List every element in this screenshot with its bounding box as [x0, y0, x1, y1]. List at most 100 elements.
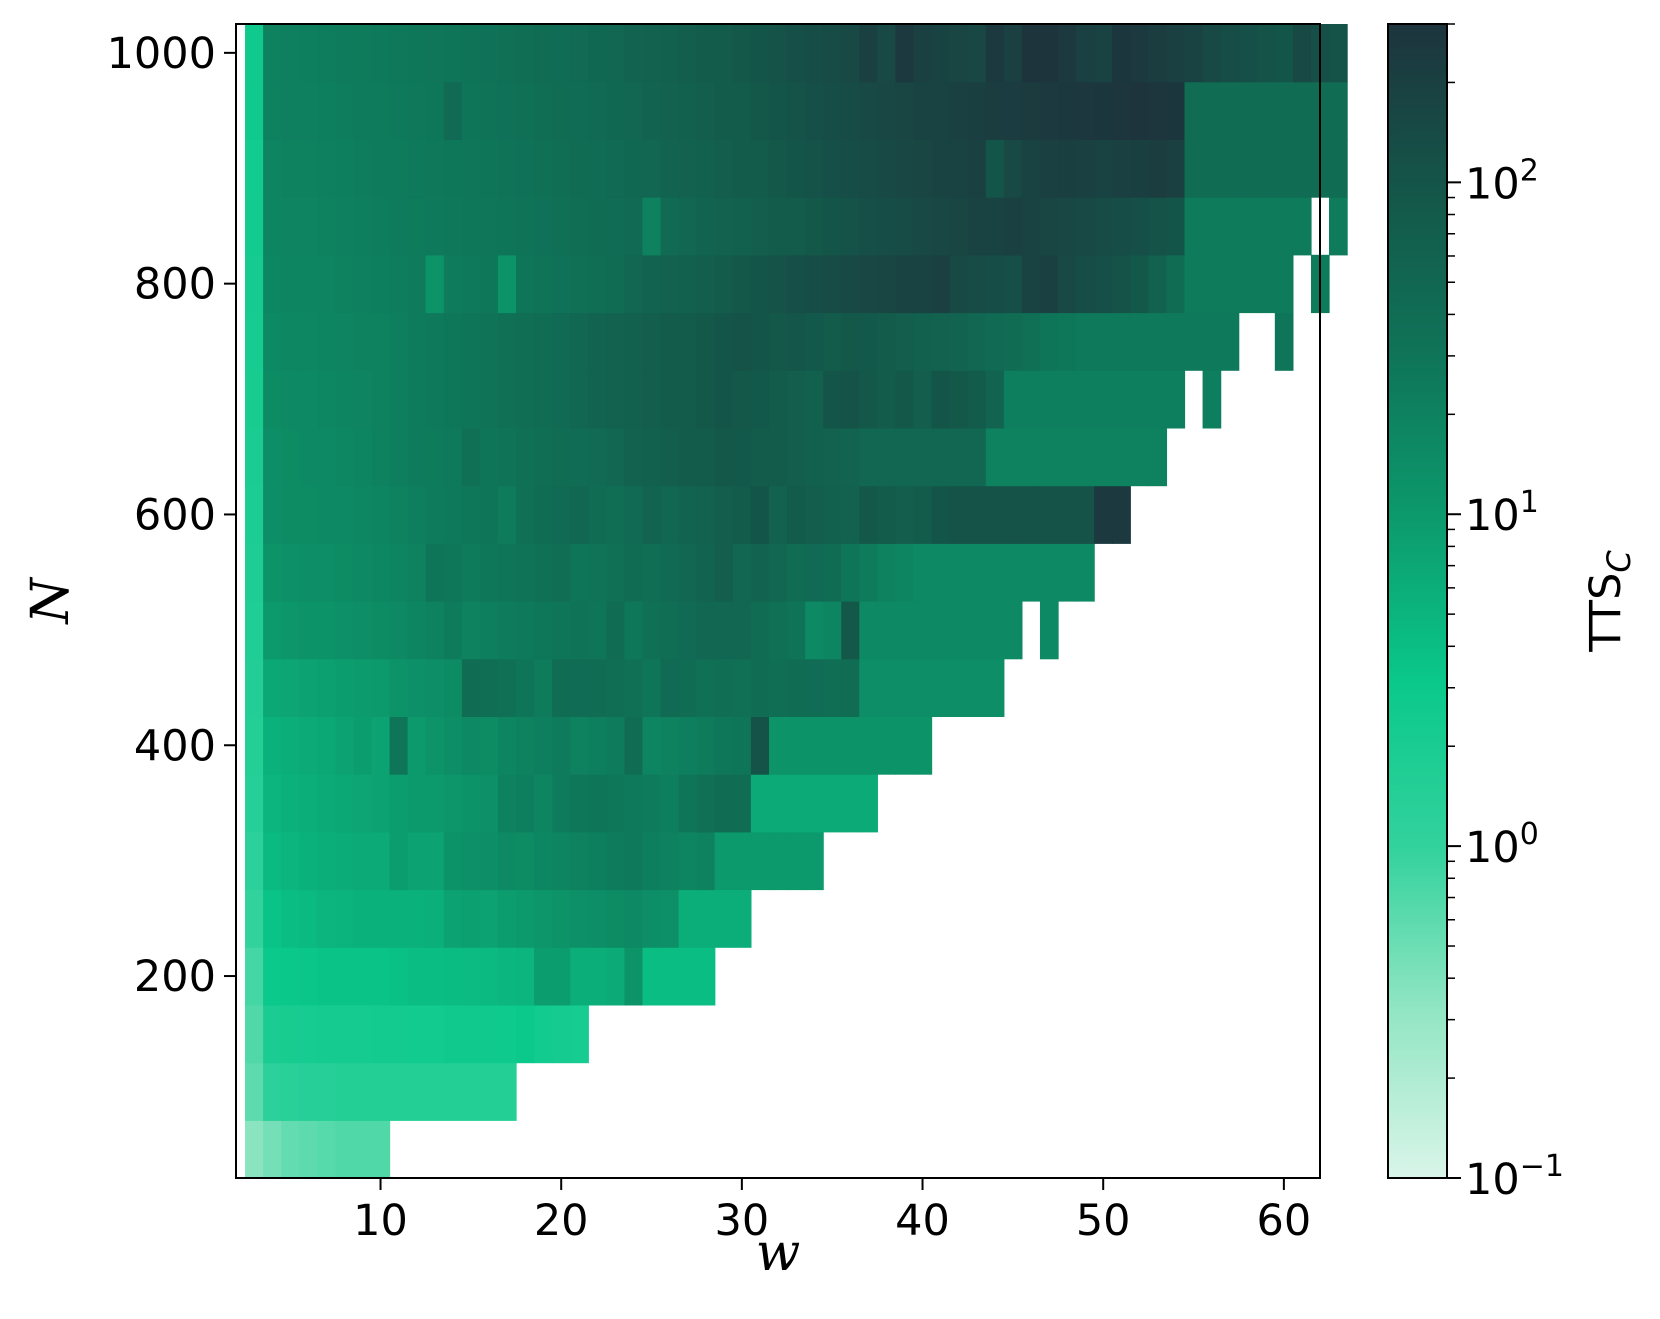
- heatmap-cell: [660, 312, 680, 371]
- heatmap-cell: [931, 139, 951, 198]
- heatmap-cell: [479, 658, 499, 717]
- heatmap-cell: [1003, 601, 1023, 660]
- heatmap-cell: [967, 197, 987, 256]
- heatmap-cell: [353, 658, 373, 717]
- heatmap-cell: [606, 831, 626, 891]
- heatmap-cell: [606, 601, 626, 660]
- heatmap-cell: [317, 1004, 336, 1064]
- heatmap-cell: [1130, 197, 1149, 256]
- heatmap-cell: [479, 947, 499, 1006]
- heatmap-cell: [913, 24, 933, 83]
- heatmap-cell: [931, 370, 951, 429]
- heatmap-cell: [497, 543, 517, 602]
- heatmap-cell: [534, 312, 553, 371]
- heatmap-cell: [1058, 254, 1077, 314]
- heatmap-cell: [1076, 81, 1095, 140]
- heatmap-cell: [913, 312, 933, 371]
- heatmap-cell: [931, 658, 951, 717]
- heatmap-cell: [859, 485, 878, 544]
- heatmap-cell: [461, 427, 481, 487]
- y-tick-label: 1000: [107, 29, 216, 79]
- heatmap-cell: [768, 716, 788, 775]
- heatmap-cell: [841, 312, 860, 371]
- colorbar-tick-label: 101: [1465, 485, 1539, 541]
- heatmap-cell: [299, 716, 318, 775]
- heatmap-cell: [497, 1062, 517, 1121]
- colorbar-label-sub: C: [1600, 550, 1638, 573]
- heatmap-cell: [1003, 139, 1023, 198]
- heatmap-cell: [425, 947, 445, 1006]
- heatmap-cell: [1166, 139, 1186, 198]
- heatmap-cell: [353, 139, 373, 198]
- heatmap-cell: [1148, 24, 1168, 83]
- heatmap-cell: [299, 543, 318, 602]
- heatmap-cell: [389, 24, 409, 83]
- heatmap-cell: [1021, 370, 1041, 429]
- heatmap-cell: [1148, 370, 1168, 429]
- heatmap-cell: [678, 254, 698, 314]
- heatmap-cell: [985, 81, 1005, 140]
- heatmap-cell: [1003, 485, 1023, 544]
- heatmap-cell: [714, 658, 734, 717]
- heatmap-cell: [479, 774, 499, 833]
- x-tick-label: 60: [1257, 1196, 1312, 1246]
- heatmap-cell: [768, 601, 788, 660]
- heatmap-cell: [299, 370, 318, 429]
- heatmap-cell: [588, 716, 607, 775]
- heatmap-cell: [624, 601, 644, 660]
- heatmap-cell: [245, 427, 264, 487]
- heatmap-cell: [552, 81, 571, 140]
- heatmap-cell: [1021, 312, 1041, 371]
- heatmap-cell: [732, 485, 752, 544]
- heatmap-cell: [263, 139, 282, 198]
- heatmap-cell: [245, 716, 264, 775]
- heatmap-cell: [642, 254, 662, 314]
- heatmap-cell: [696, 543, 716, 602]
- heatmap-cell: [696, 601, 716, 660]
- heatmap-cell: [516, 254, 535, 314]
- heatmap-cell: [1003, 197, 1023, 256]
- heatmap-cell: [389, 831, 409, 891]
- heatmap-cell: [497, 831, 517, 891]
- heatmap-cell: [895, 254, 915, 314]
- heatmap-cell: [949, 81, 969, 140]
- heatmap-cell: [461, 24, 481, 83]
- heatmap-cell: [606, 312, 626, 371]
- heatmap-cell: [1292, 197, 1312, 256]
- heatmap-cell: [678, 831, 698, 891]
- heatmap-cell: [678, 197, 698, 256]
- heatmap-cell: [642, 24, 662, 83]
- heatmap-cell: [660, 24, 680, 83]
- heatmap-cell: [425, 774, 445, 833]
- heatmap-cell: [281, 774, 300, 833]
- heatmap-cell: [805, 139, 824, 198]
- heatmap-cell: [353, 601, 373, 660]
- heatmap-cell: [299, 81, 318, 140]
- x-axis: 10 20 30 40 50 60: [353, 1178, 1311, 1246]
- heatmap-cell: [552, 658, 571, 717]
- heatmap-cell: [534, 774, 553, 833]
- heatmap-cell: [516, 370, 535, 429]
- heatmap-cell: [281, 1004, 300, 1064]
- heatmap-cell: [768, 427, 788, 487]
- heatmap-cell: [1238, 24, 1258, 83]
- heatmap-cell: [534, 81, 553, 140]
- heatmap-cell: [750, 370, 770, 429]
- heatmap-cell: [1274, 24, 1294, 83]
- heatmap-cell: [425, 24, 445, 83]
- heatmap-cell: [1003, 254, 1023, 314]
- heatmap-cell: [263, 658, 282, 717]
- heatmap-cell: [353, 1062, 373, 1121]
- heatmap-cell: [317, 716, 336, 775]
- heatmap-cell: [877, 139, 897, 198]
- heatmap-cell: [263, 889, 282, 948]
- heatmap-cell: [642, 485, 662, 544]
- heatmap-cell: [624, 831, 644, 891]
- heatmap-cell: [407, 889, 427, 948]
- heatmap-cell: [787, 774, 806, 833]
- heatmap-cell: [534, 543, 553, 602]
- heatmap-cell: [570, 312, 589, 371]
- heatmap-cell: [534, 601, 553, 660]
- heatmap-cell: [443, 601, 463, 660]
- heatmap-cell: [425, 601, 445, 660]
